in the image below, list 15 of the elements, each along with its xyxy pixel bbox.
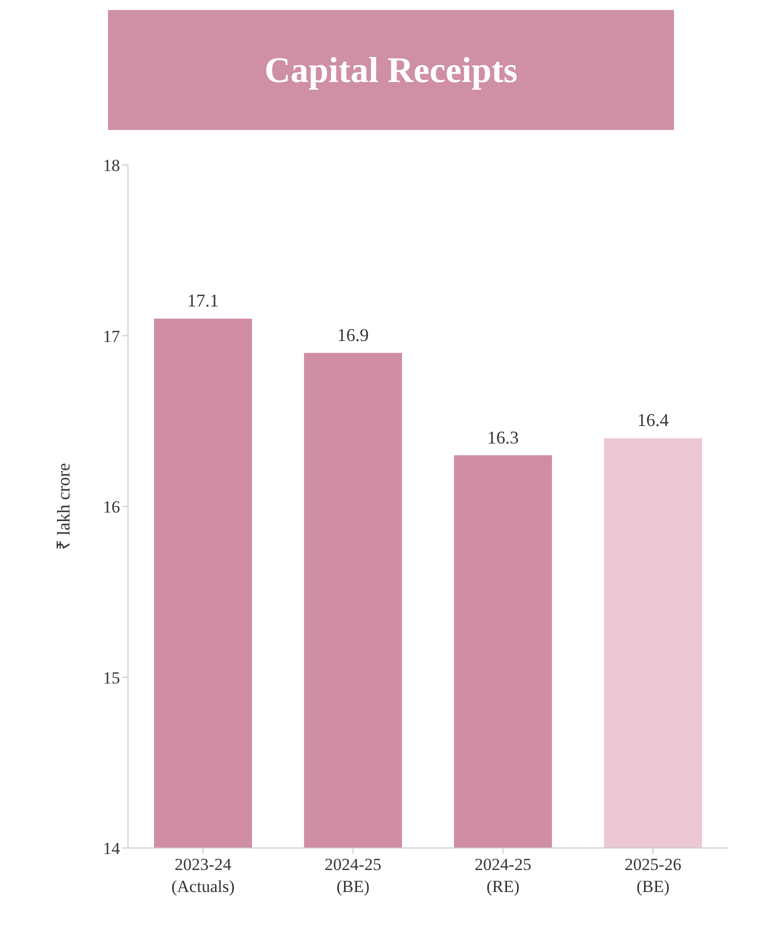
chart-title: Capital Receipts	[108, 10, 674, 130]
x-tick-label: 2024-25 (RE)	[474, 855, 532, 896]
x-tick-label: 2025-26 (BE)	[624, 855, 682, 896]
x-tick-label: 2024-25 (BE)	[324, 855, 382, 896]
x-tick-label: 2023-24 (Actuals)	[171, 855, 235, 896]
y-tick-label: 14	[103, 839, 120, 858]
data-label: 16.9	[337, 324, 369, 345]
data-label: 16.3	[487, 427, 519, 448]
y-tick-label: 16	[103, 498, 120, 517]
data-label: 17.1	[187, 290, 219, 311]
data-label: 16.4	[637, 410, 669, 430]
y-axis-title: ₹ lakh crore	[53, 463, 74, 550]
y-tick-label: 18	[103, 156, 120, 176]
y-tick-label: 15	[103, 668, 120, 688]
y-tick-label: 17	[103, 326, 120, 346]
